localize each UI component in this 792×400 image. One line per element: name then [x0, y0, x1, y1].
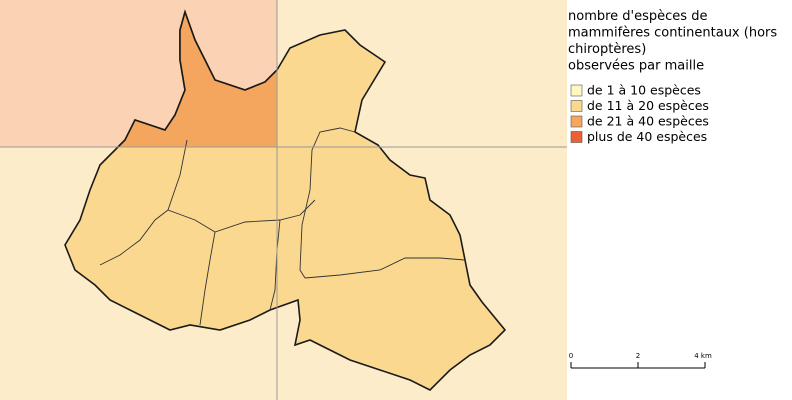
legend-title: observées par maille [568, 59, 704, 74]
legend-label: de 11 à 20 espèces [587, 98, 709, 113]
scale-label: 4 km [694, 352, 712, 360]
scale-label: 0 [569, 352, 573, 360]
territory [64, 9, 507, 391]
commune-borders [99, 127, 466, 326]
scale-bar: 0 2 4 km [569, 352, 712, 369]
legend-title: mammifères continentaux (hors [568, 26, 777, 41]
legend-title: chiroptères) [568, 42, 646, 57]
legend-swatch [570, 131, 583, 143]
legend-swatch [570, 84, 583, 97]
scale-label: 2 [636, 352, 640, 360]
high-richness-area [116, 9, 277, 147]
legend-swatch [570, 115, 583, 128]
legend-label: plus de 40 espèces [587, 129, 707, 144]
legend-title: nombre d'espèces de [568, 9, 707, 24]
legend-label: de 1 à 10 espèces [587, 83, 701, 98]
legend-label: de 21 à 40 espèces [587, 114, 709, 129]
map [0, 0, 567, 400]
legend: nombre d'espèces de mammifères continenta… [568, 9, 777, 144]
legend-swatch [570, 100, 583, 112]
